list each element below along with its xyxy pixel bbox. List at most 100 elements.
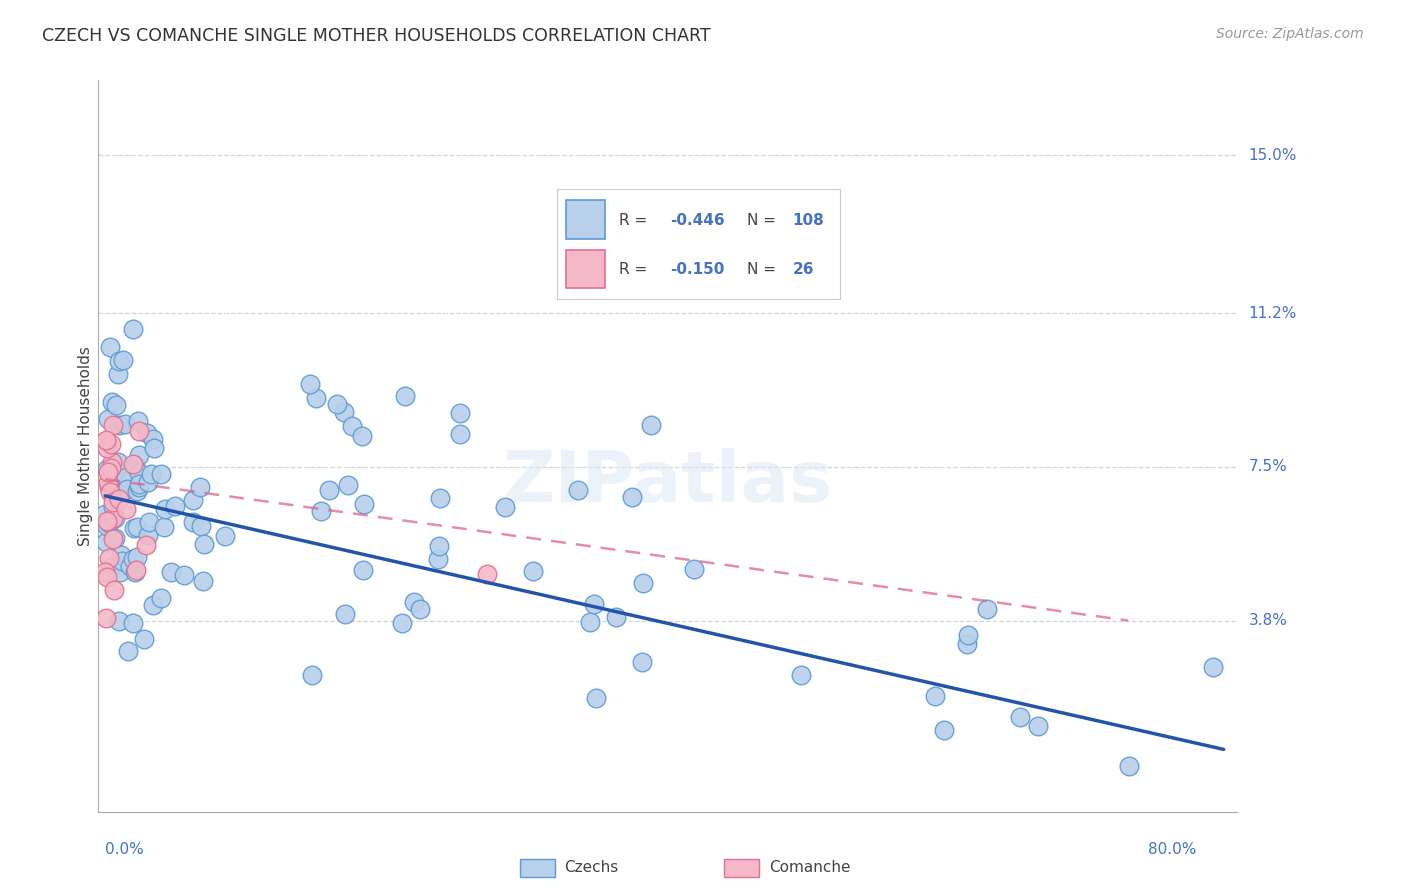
Text: 80.0%: 80.0% — [1147, 842, 1197, 857]
Point — [128, 425, 150, 439]
Text: R =: R = — [620, 262, 652, 277]
Point — [96, 441, 118, 455]
Point — [149, 591, 172, 605]
Point — [404, 595, 426, 609]
Text: 0.0%: 0.0% — [105, 842, 143, 857]
Point — [96, 570, 118, 584]
Point — [94, 565, 117, 579]
FancyBboxPatch shape — [565, 201, 606, 239]
Point — [100, 461, 122, 475]
Point — [96, 434, 118, 448]
Point — [100, 559, 122, 574]
Point — [142, 432, 165, 446]
Point — [475, 567, 498, 582]
Point — [1008, 709, 1031, 723]
Point — [631, 575, 654, 590]
Point — [101, 511, 124, 525]
Point — [94, 508, 117, 522]
Point — [101, 455, 124, 469]
Point — [94, 434, 117, 449]
Text: -0.150: -0.150 — [671, 262, 725, 277]
Point — [429, 491, 451, 506]
Point — [214, 529, 236, 543]
Point — [115, 470, 138, 484]
Point — [193, 537, 215, 551]
Point — [107, 367, 129, 381]
Point — [96, 518, 118, 533]
Text: N =: N = — [747, 212, 780, 227]
Text: 3.8%: 3.8% — [1249, 613, 1288, 628]
Point — [173, 567, 195, 582]
Point — [100, 437, 122, 451]
Point — [165, 499, 187, 513]
Point — [153, 502, 176, 516]
Point — [125, 563, 148, 577]
Point — [924, 689, 946, 703]
Point — [955, 637, 977, 651]
Point — [352, 563, 374, 577]
Y-axis label: Single Mother Households: Single Mother Households — [77, 346, 93, 546]
Point — [110, 548, 132, 562]
Point — [100, 485, 122, 500]
Point — [124, 566, 146, 580]
Point — [125, 484, 148, 499]
Point — [121, 551, 143, 566]
Point — [121, 457, 143, 471]
Point — [153, 520, 176, 534]
Point — [97, 465, 120, 479]
Point — [124, 458, 146, 473]
Point — [605, 610, 627, 624]
Point — [682, 562, 704, 576]
Text: N =: N = — [747, 262, 780, 277]
Point — [494, 500, 516, 514]
Point — [522, 564, 544, 578]
Point — [142, 442, 165, 456]
Point — [101, 394, 124, 409]
Point — [160, 565, 183, 579]
Point — [337, 478, 360, 492]
Point — [105, 462, 128, 476]
Point — [333, 607, 356, 622]
Point — [128, 448, 150, 462]
Point — [107, 417, 129, 432]
Point — [409, 602, 432, 616]
Point — [122, 616, 145, 631]
Point — [301, 667, 323, 681]
Point — [585, 691, 607, 706]
Point — [181, 515, 204, 529]
Text: ZIPatlas: ZIPatlas — [503, 448, 832, 517]
Point — [309, 504, 332, 518]
Point — [134, 632, 156, 647]
Point — [101, 418, 124, 433]
Point — [98, 340, 121, 354]
Point — [621, 490, 644, 504]
Point — [136, 426, 159, 441]
Point — [353, 497, 375, 511]
Point — [394, 389, 416, 403]
Point — [298, 376, 321, 391]
Point — [111, 554, 134, 568]
Point — [108, 566, 131, 580]
Point — [1026, 719, 1049, 733]
Point — [96, 535, 118, 549]
Point — [98, 480, 121, 494]
Point — [342, 419, 364, 434]
Text: -0.446: -0.446 — [671, 212, 725, 227]
Point — [101, 495, 124, 509]
Point — [976, 601, 998, 615]
Point — [136, 528, 159, 542]
Point — [391, 615, 413, 630]
Point — [631, 655, 654, 669]
Point — [127, 414, 149, 428]
Point — [640, 418, 662, 433]
Point — [190, 519, 212, 533]
Point — [117, 644, 139, 658]
Text: 26: 26 — [792, 262, 814, 277]
Point — [138, 515, 160, 529]
Point — [333, 405, 356, 419]
Point — [125, 550, 148, 565]
Point — [97, 475, 120, 490]
Point — [120, 558, 142, 573]
Point — [449, 426, 471, 441]
Point — [128, 476, 150, 491]
